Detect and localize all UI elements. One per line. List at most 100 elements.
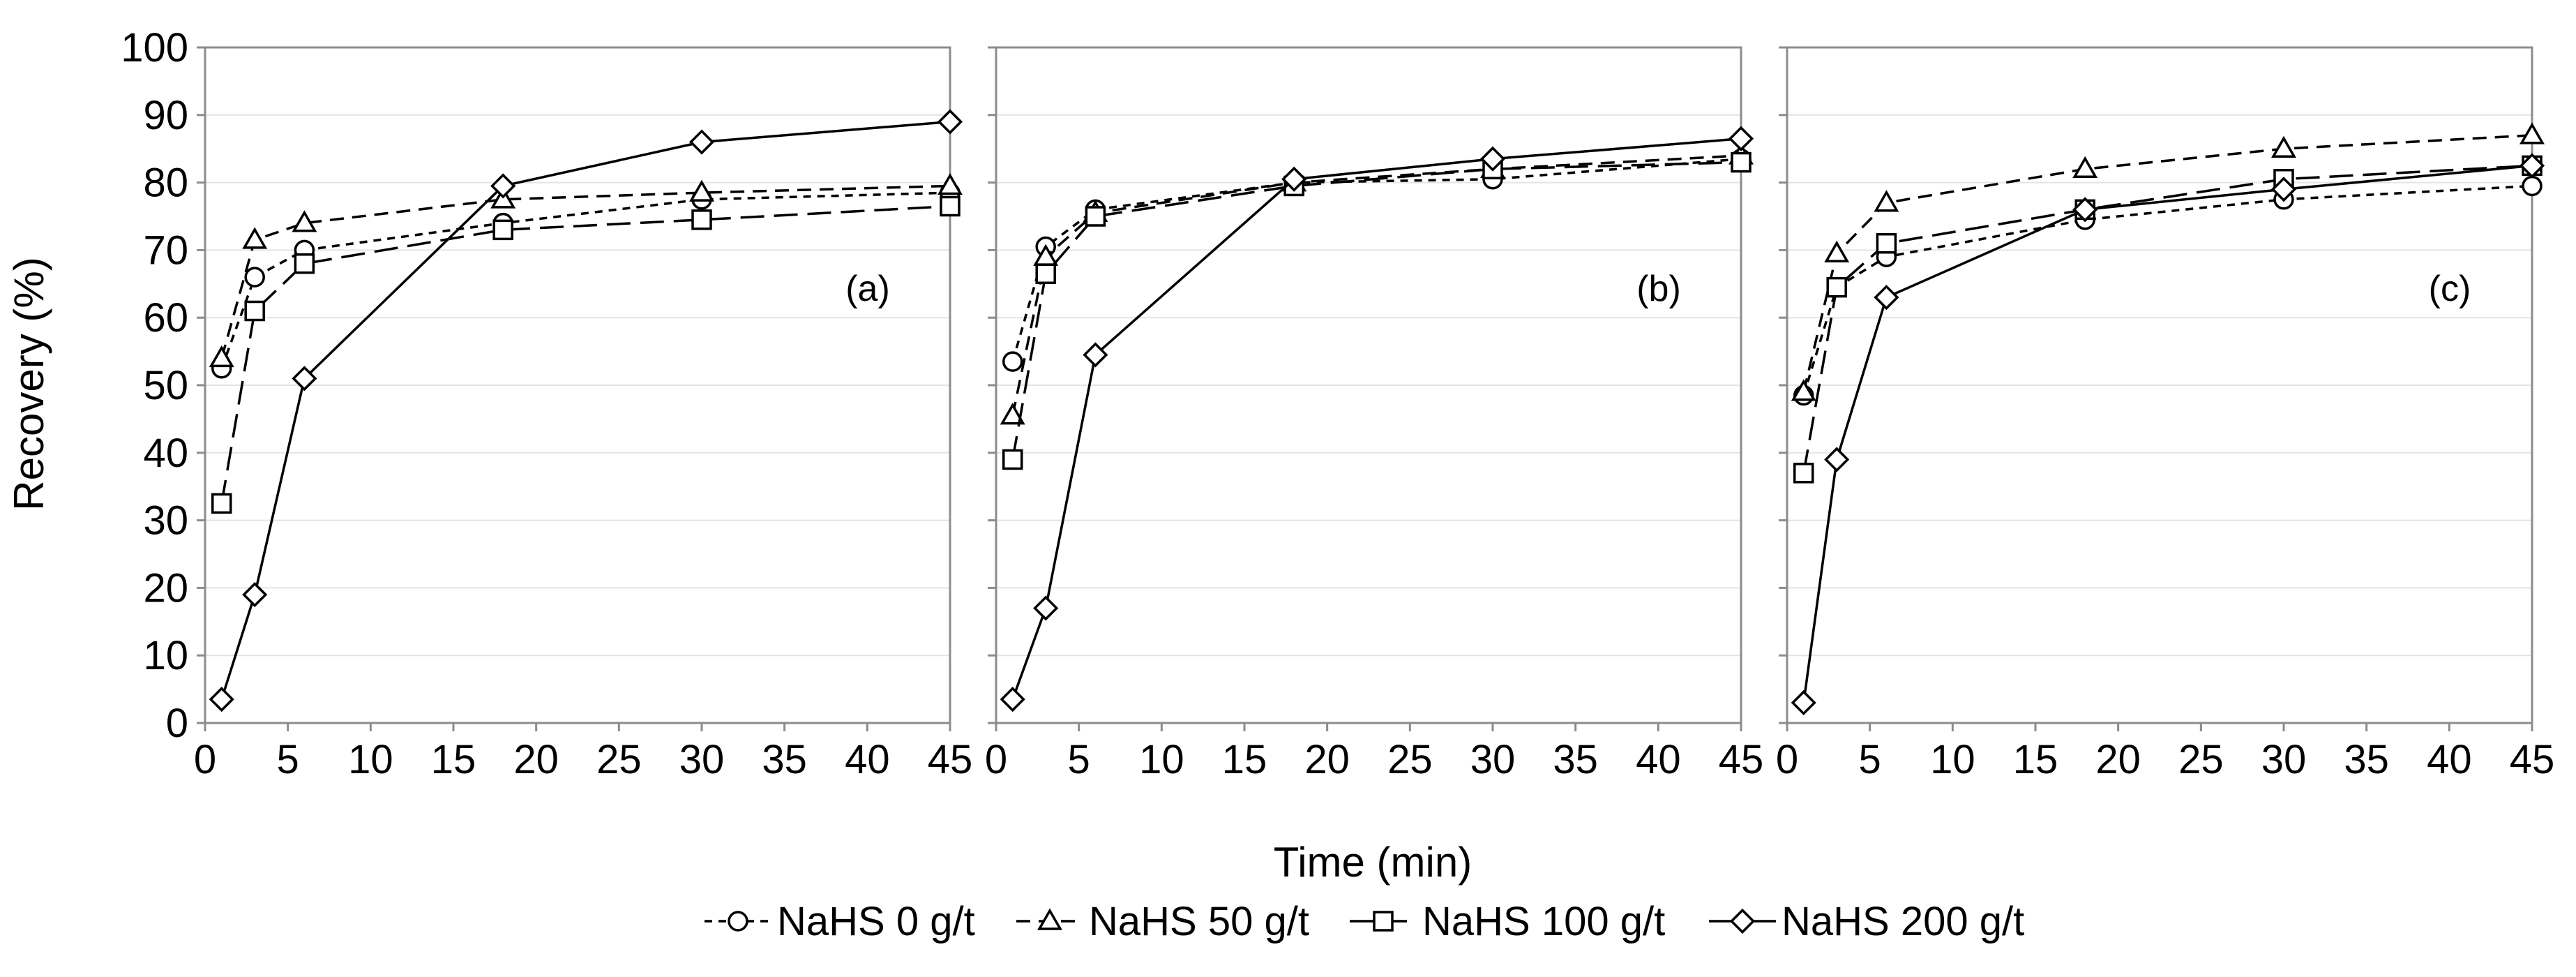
panel-b-series-nahs-100-g-t-line	[1011, 161, 1742, 460]
panel-a-series-nahs-0-g-t-point	[244, 267, 265, 288]
panel-c-series-nahs-0-g-t-point	[2522, 175, 2543, 197]
panel-a-label: (a)	[845, 269, 890, 309]
legend-item-nahs-0-g-t-label: NaHS 0 g/t	[777, 899, 975, 944]
y-tick-label: 40	[143, 431, 188, 476]
panel-a-x-tick-label: 40	[845, 737, 890, 782]
panel-a-series-nahs-200-g-t-point	[292, 366, 317, 391]
panel-c-series-nahs-200-g-t	[1791, 153, 2545, 716]
panel-b-series-nahs-100-g-t-point	[1002, 449, 1023, 470]
panel-c-x-tick-label: 5	[1859, 737, 1881, 782]
panel-a-series-nahs-200-g-t-point	[688, 129, 715, 155]
panel-b-series-nahs-200-g-t	[1000, 126, 1754, 713]
panel-c-series-nahs-100-g-t-point	[1826, 276, 1847, 298]
panel-a-series-nahs-50-g-t-point	[292, 210, 317, 232]
y-tick-label: 20	[143, 565, 188, 611]
panel-a-series-nahs-100-g-t-point	[294, 253, 315, 274]
legend-item-nahs-100-g-t: NaHS 100 g/t	[1350, 899, 1665, 944]
panel-c-series-nahs-200-g-t-point	[1791, 689, 1816, 716]
panel-b-x-tick-label: 45	[1719, 737, 1764, 782]
panel-a-series-nahs-200-g-t-point	[490, 173, 516, 199]
panel-a-series-nahs-50-g-t-point	[242, 227, 268, 249]
panel-c-series-nahs-50-g-t-point	[2271, 135, 2296, 158]
panel-b-series-nahs-200-g-t-point	[1281, 166, 1307, 192]
panel-b-series-nahs-100-g-t-point	[1085, 206, 1106, 227]
panel-c-x-tick-label: 15	[2013, 737, 2058, 782]
legend-item-nahs-0-g-t: NaHS 0 g/t	[705, 899, 975, 944]
panel-a: 0 5 10 15 20 25 30 35 40 45 0 10 20 30 40 50 60 70 80 90 100…	[121, 25, 972, 782]
legend-item-nahs-50-g-t-label: NaHS 50 g/t	[1089, 899, 1309, 944]
y-tick-label: 0	[166, 701, 188, 746]
panel-a-series-nahs-100-g-t-point	[244, 300, 265, 322]
panel-b-x-tick-label: 5	[1068, 737, 1090, 782]
panel-c-x-tick-label: 20	[2095, 737, 2141, 782]
y-tick-label: 60	[143, 295, 188, 341]
legend: NaHS 0 g/t NaHS 50 g/t NaHS 100 g/t NaHS 20…	[705, 899, 2024, 944]
panel-c-series-nahs-50-g-t-point	[2519, 122, 2545, 144]
y-tick-label: 100	[121, 25, 188, 70]
panel-a-series-nahs-50-g-t-point	[937, 172, 963, 195]
y-tick-label: 50	[143, 363, 188, 408]
panel-b-label: (b)	[1636, 269, 1681, 309]
panel-b-series-nahs-50-g-t-point	[1000, 403, 1025, 425]
panel-a-series-nahs-200-g-t	[209, 109, 963, 713]
panel-a-series-nahs-100-g-t-point	[492, 219, 513, 241]
panel-c-series-nahs-100-g-t-point	[1793, 463, 1814, 484]
panel-b-x-tick-label: 35	[1553, 737, 1598, 782]
panel-a-series-nahs-200-g-t-point	[242, 582, 268, 608]
panel-c-x-tick-label: 45	[2510, 737, 2555, 782]
panel-a-x-tick-label: 45	[928, 737, 973, 782]
panel-a-series-nahs-200-g-t-point	[209, 687, 234, 713]
panel-b-x-tick-label: 15	[1222, 737, 1267, 782]
panel-c-x-tick-label: 35	[2344, 737, 2389, 782]
panel-b-series-nahs-100-g-t-point	[1731, 151, 1752, 173]
chart-panels: 0 5 10 15 20 25 30 35 40 450102030405060708090100…	[121, 25, 2554, 782]
panel-a-x-tick-label: 25	[596, 737, 642, 782]
x-axis-title: Time (min)	[1274, 839, 1472, 886]
panel-b-x-tick-label: 40	[1636, 737, 1681, 782]
panel-c-series-nahs-100-g-t-line	[1802, 164, 2533, 474]
panel-a-series-nahs-50-g-t	[209, 172, 963, 368]
panel-b-series-nahs-200-g-t-line	[1011, 137, 1742, 700]
panel-a-series-nahs-100-g-t-line	[220, 204, 951, 504]
panel-c-series-nahs-50-g-t	[1791, 122, 2545, 401]
panel-a-x-tick-label: 20	[513, 737, 559, 782]
panel-b-x-tick-label: 20	[1304, 737, 1350, 782]
panel-a-x-tick-label: 35	[762, 737, 807, 782]
legend-item-nahs-200-g-t-swatch-marker	[1729, 908, 1756, 934]
legend-item-nahs-200-g-t: NaHS 200 g/t	[1709, 899, 2024, 944]
panel-b-series-nahs-200-g-t-point	[1479, 146, 1506, 172]
panel-b-x-tick-label: 0	[985, 737, 1007, 782]
panel-c-x-tick-label: 25	[2178, 737, 2224, 782]
panel-c-x-tick-label: 0	[1776, 737, 1798, 782]
panel-b-series-nahs-50-g-t-line	[1011, 154, 1742, 416]
panel-c-series-nahs-0-g-t-line	[1802, 184, 2533, 396]
panel-a-series-nahs-100-g-t-point	[211, 493, 232, 514]
panel-c-series-nahs-200-g-t-point	[1824, 447, 1850, 472]
panel-c-label: (c)	[2429, 269, 2471, 309]
panel-b-series-nahs-100-g-t	[1002, 151, 1752, 470]
panel-c-series-nahs-200-g-t-line	[1802, 164, 2533, 703]
panel-c-series-nahs-200-g-t-point	[1874, 285, 1899, 311]
panel-c-x-tick-label: 40	[2427, 737, 2472, 782]
legend-item-nahs-100-g-t-swatch-marker	[1373, 911, 1394, 932]
panel-b-series-nahs-200-g-t-point	[1728, 126, 1754, 151]
panel-a-series-nahs-200-g-t-line	[220, 120, 951, 700]
panel-b-series-nahs-200-g-t-point	[1083, 342, 1108, 368]
panel-a-series-nahs-0-g-t-line	[220, 191, 951, 369]
panel-c-series-nahs-200-g-t-point	[2072, 197, 2098, 223]
panel-a-series-nahs-100-g-t	[211, 195, 961, 514]
panel-b-series-nahs-200-g-t-point	[1033, 595, 1059, 621]
panel-a-x-tick-label: 0	[194, 737, 216, 782]
y-tick-label: 80	[143, 161, 188, 206]
panel-a-series-nahs-50-g-t-line	[220, 184, 951, 359]
panel-a-series-nahs-200-g-t-point	[937, 109, 963, 135]
panel-c-series-nahs-50-g-t-point	[1791, 379, 1816, 401]
panel-c-series-nahs-50-g-t-point	[1874, 190, 1899, 212]
panel-c-series-nahs-200-g-t-point	[2270, 177, 2297, 202]
panel-c-series-nahs-100-g-t	[1793, 155, 2543, 484]
panel-c: 0 5 10 15 20 25 30 35 40 45 (c)	[1776, 46, 2555, 782]
panel-a-x-tick-label: 30	[679, 737, 725, 782]
panel-a-series-nahs-50-g-t-point	[689, 179, 714, 202]
panel-a-x-tick-label: 5	[277, 737, 299, 782]
